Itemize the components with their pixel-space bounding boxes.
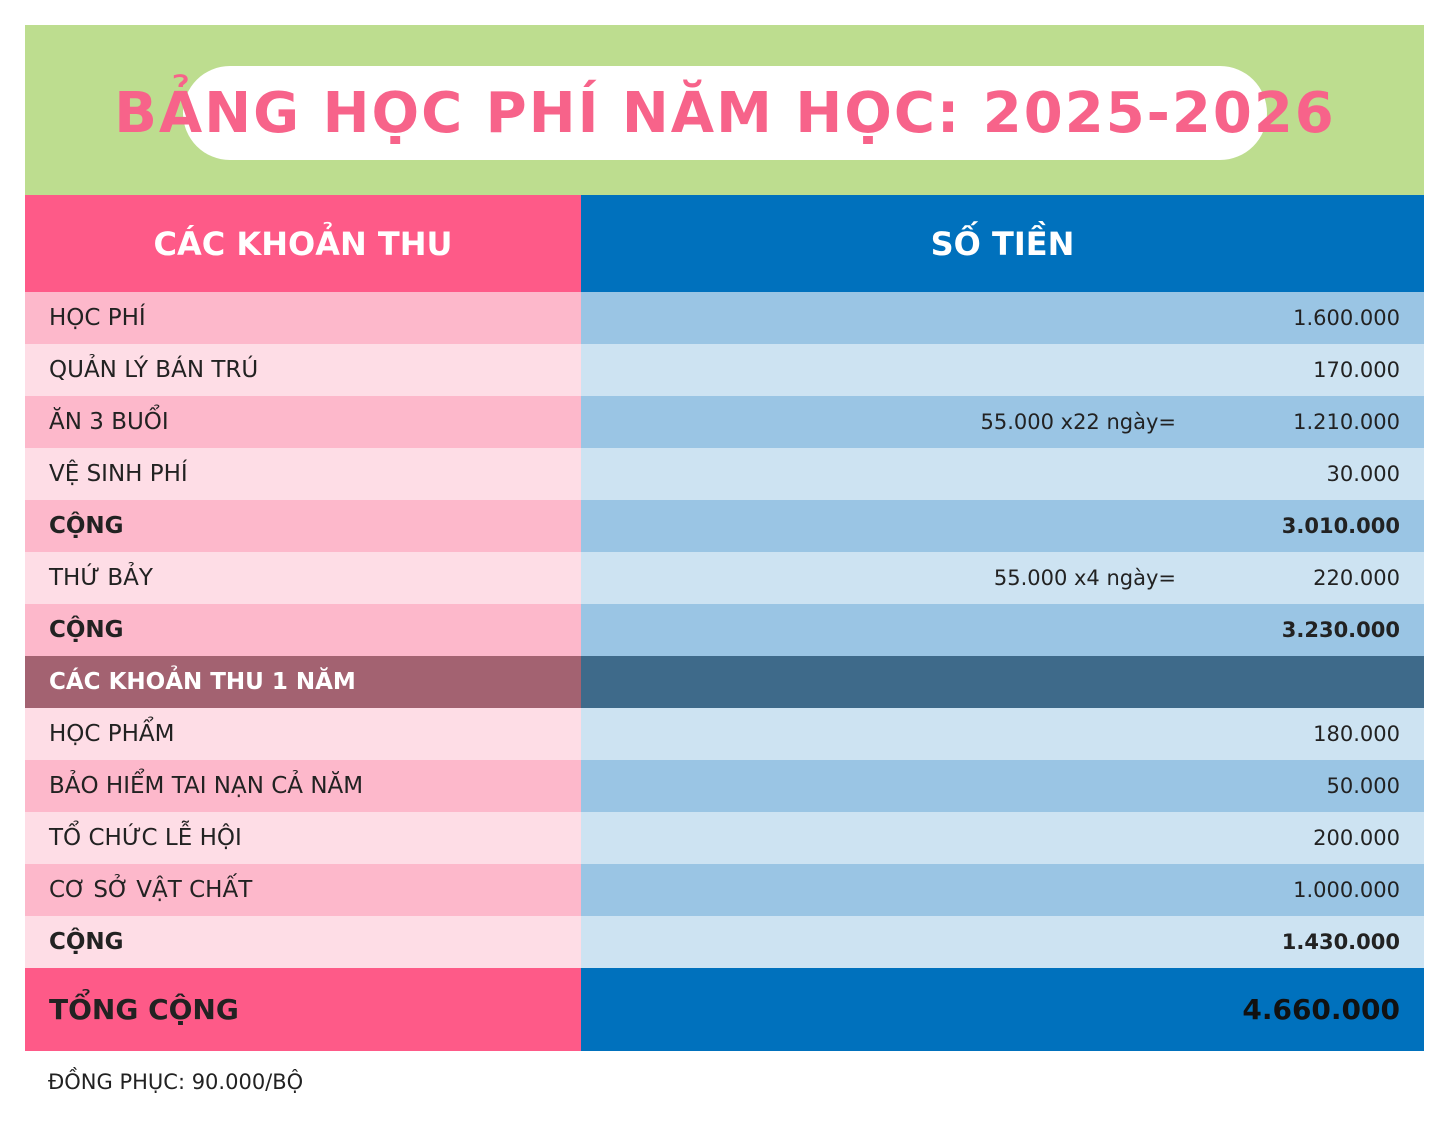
row-label: BẢO HIỂM TAI NẠN CẢ NĂM: [25, 760, 581, 812]
grand-total-amount: 4.660.000: [581, 968, 1424, 1051]
subtotal-label: CỘNG: [25, 500, 581, 552]
subtotal-row: CỘNG 3.230.000: [25, 604, 1424, 656]
table-header: CÁC KHOẢN THU SỐ TIỀN: [25, 195, 1424, 292]
fee-table: CÁC KHOẢN THU SỐ TIỀN HỌC PHÍ 1.600.000 …: [25, 195, 1424, 1051]
title-pill: BẢNG HỌC PHÍ NĂM HỌC: 2025-2026: [114, 66, 1334, 160]
row-label: ĂN 3 BUỔI: [25, 396, 581, 448]
row-amount: 180.000: [581, 708, 1424, 760]
subtotal-amount: 3.010.000: [581, 500, 1424, 552]
row-label: VỆ SINH PHÍ: [25, 448, 581, 500]
subtotal-amount: 3.230.000: [581, 604, 1424, 656]
row-calc: 55.000 x22 ngày=: [980, 410, 1176, 434]
table-row: VỆ SINH PHÍ 30.000: [25, 448, 1424, 500]
row-amount: 50.000: [581, 760, 1424, 812]
subtotal-label: CỘNG: [25, 916, 581, 968]
table-row: THỨ BẢY 55.000 x4 ngày= 220.000: [25, 552, 1424, 604]
section-label: CÁC KHOẢN THU 1 NĂM: [25, 656, 581, 708]
header-amount: SỐ TIỀN: [581, 195, 1424, 292]
row-label: HỌC PHẨM: [25, 708, 581, 760]
table-row: HỌC PHÍ 1.600.000: [25, 292, 1424, 344]
subtotal-amount: 1.430.000: [581, 916, 1424, 968]
row-label: HỌC PHÍ: [25, 292, 581, 344]
row-label: THỨ BẢY: [25, 552, 581, 604]
table-row: ĂN 3 BUỔI 55.000 x22 ngày= 1.210.000: [25, 396, 1424, 448]
grand-total-label: TỔNG CỘNG: [25, 968, 581, 1051]
subtotal-row: CỘNG 3.010.000: [25, 500, 1424, 552]
row-amount: 1.000.000: [581, 864, 1424, 916]
row-amount-cell: 55.000 x22 ngày= 1.210.000: [581, 396, 1424, 448]
section-header: CÁC KHOẢN THU 1 NĂM: [25, 656, 1424, 708]
footnote: ĐỒNG PHỤC: 90.000/BỘ: [48, 1070, 304, 1094]
table-row: QUẢN LÝ BÁN TRÚ 170.000: [25, 344, 1424, 396]
table-row: HỌC PHẨM 180.000: [25, 708, 1424, 760]
page-title: BẢNG HỌC PHÍ NĂM HỌC: 2025-2026: [114, 80, 1336, 146]
row-label: QUẢN LÝ BÁN TRÚ: [25, 344, 581, 396]
row-label: CƠ SỞ VẬT CHẤT: [25, 864, 581, 916]
row-label: TỔ CHỨC LỄ HỘI: [25, 812, 581, 864]
row-amount-cell: 55.000 x4 ngày= 220.000: [581, 552, 1424, 604]
row-amount: 30.000: [581, 448, 1424, 500]
row-amount: 170.000: [581, 344, 1424, 396]
row-amount: 200.000: [581, 812, 1424, 864]
subtotal-label: CỘNG: [25, 604, 581, 656]
title-banner: BẢNG HỌC PHÍ NĂM HỌC: 2025-2026: [25, 25, 1424, 195]
row-amount: 220.000: [1313, 566, 1400, 590]
header-items: CÁC KHOẢN THU: [25, 195, 581, 292]
table-row: BẢO HIỂM TAI NẠN CẢ NĂM 50.000: [25, 760, 1424, 812]
grand-total-row: TỔNG CỘNG 4.660.000: [25, 968, 1424, 1051]
row-amount: 1.600.000: [581, 292, 1424, 344]
subtotal-row: CỘNG 1.430.000: [25, 916, 1424, 968]
table-row: CƠ SỞ VẬT CHẤT 1.000.000: [25, 864, 1424, 916]
section-amount: [581, 656, 1424, 708]
row-amount: 1.210.000: [1293, 410, 1400, 434]
row-calc: 55.000 x4 ngày=: [993, 566, 1176, 590]
table-row: TỔ CHỨC LỄ HỘI 200.000: [25, 812, 1424, 864]
